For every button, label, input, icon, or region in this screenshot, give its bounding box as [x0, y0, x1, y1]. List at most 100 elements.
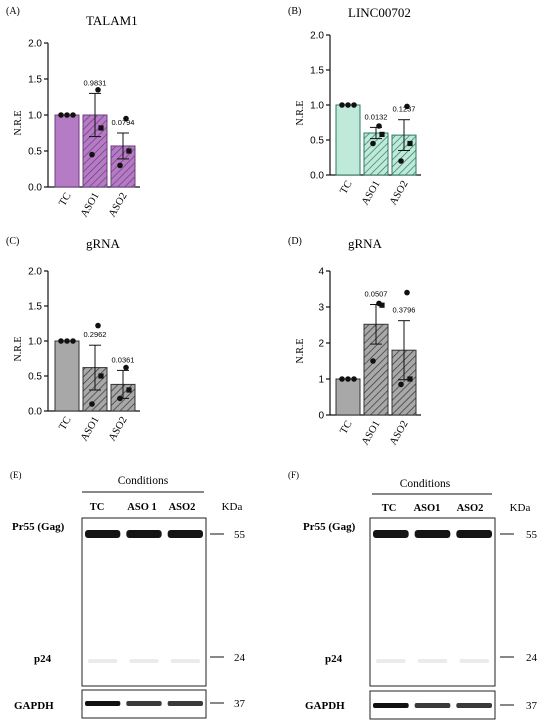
data-point — [126, 387, 132, 393]
band-gapdh — [456, 703, 492, 708]
data-point — [117, 395, 123, 402]
data-point — [379, 302, 385, 308]
p-value-label: 0.9831 — [84, 78, 107, 87]
band-gapdh — [167, 701, 203, 706]
band-gag — [456, 530, 492, 538]
bar-tc — [54, 114, 80, 188]
panel-label: (F) — [288, 470, 299, 480]
data-point — [70, 338, 76, 344]
band-gag — [167, 530, 203, 538]
band-gag — [85, 530, 121, 538]
marker-label-gapdh: 37 — [526, 700, 538, 712]
panel-label: (B) — [288, 6, 301, 17]
data-point — [58, 112, 64, 118]
x-tick-label: ASO1 — [79, 191, 102, 219]
data-point — [123, 364, 129, 371]
data-point — [404, 103, 410, 110]
band-gapdh — [85, 701, 121, 706]
data-point — [98, 125, 104, 131]
data-point — [70, 112, 76, 118]
band-gapdh — [373, 703, 409, 708]
x-tick-label: ASO1 — [360, 179, 383, 207]
data-point — [398, 158, 404, 164]
lane-label: TC — [382, 503, 397, 514]
band-gag — [126, 530, 162, 538]
conditions-label: Conditions — [400, 478, 451, 490]
lane-label: ASO2 — [169, 502, 196, 513]
x-tick-label: TC — [338, 179, 354, 196]
lane-label: ASO 1 — [127, 502, 156, 513]
band-gapdh — [414, 703, 451, 708]
bar-charts: (A) TALAM1 0.0 0.5 1.0 1.5 2.0 N.R.E TC 0.9831 ASO… — [6, 5, 421, 447]
p-value-label: 0.0794 — [112, 118, 135, 127]
y-tick-label: 3 — [318, 303, 324, 314]
y-tick-label: 2.0 — [28, 39, 42, 50]
data-point — [58, 338, 64, 344]
y-tick-label: 2.0 — [310, 31, 324, 42]
data-point — [370, 140, 376, 147]
band-p24 — [88, 659, 118, 663]
x-tick-label: ASO1 — [360, 419, 383, 447]
panel-label: (D) — [288, 236, 302, 247]
chart-title: gRNA — [348, 236, 383, 251]
data-point — [95, 322, 101, 329]
marker-label-gag: 55 — [526, 529, 538, 541]
y-tick-label: 2.0 — [28, 267, 42, 278]
band-p24 — [129, 659, 159, 663]
p-value-label: 0.3796 — [393, 306, 416, 315]
chart-panel-3: (D) gRNA 0 1 2 3 4 N.R.E TC 0.0507 ASO1 0.3796 ASO2 — [288, 236, 421, 447]
data-point — [89, 401, 95, 407]
chart-panel-1: (B) LINC00702 0.0 0.5 1.0 1.5 2.0 N.R.E TC 0.0132… — [288, 5, 421, 207]
x-tick-label: TC — [57, 191, 73, 208]
conditions-label: Conditions — [118, 475, 169, 487]
data-point — [345, 102, 351, 108]
data-point — [64, 338, 70, 344]
band-p24 — [376, 659, 406, 663]
kda-label: KDa — [510, 502, 531, 514]
p-value-label: 0.0507 — [365, 289, 388, 298]
y-axis-label: N.R.E — [13, 337, 24, 362]
x-tick-label: TC — [57, 415, 73, 432]
lane-label: ASO2 — [457, 503, 484, 514]
blot-panel-1: (F) Conditions TC ASO1 ASO2 KDa Pr55 (Gag) p24 G… — [288, 470, 538, 720]
row-label-gapdh: GAPDH — [14, 700, 54, 712]
y-tick-label: 1 — [318, 375, 324, 386]
y-tick-label: 4 — [318, 267, 324, 278]
row-label-gag: Pr55 (Gag) — [12, 521, 65, 533]
data-point — [376, 123, 382, 129]
p-value-label: 0.1237 — [393, 105, 416, 114]
y-tick-label: 0.0 — [28, 407, 42, 418]
panel-label: (A) — [6, 6, 20, 17]
panel-label: (E) — [10, 470, 22, 480]
bar-tc — [335, 378, 361, 416]
membrane-main — [81, 517, 207, 687]
data-point — [339, 102, 345, 108]
western-blots: (E) Conditions TC ASO 1 ASO2 KDa Pr55 (Gag) p24… — [10, 470, 538, 720]
y-axis-label: N.R.E — [295, 101, 306, 126]
y-tick-label: 1.5 — [28, 302, 42, 313]
bar-aso1 — [363, 132, 389, 176]
data-point — [123, 115, 129, 122]
chart-panel-2: (C) gRNA 0.0 0.5 1.0 1.5 2.0 N.R.E TC 0.2962 ASO1 0… — [6, 236, 140, 443]
x-tick-label: ASO1 — [79, 415, 102, 443]
band-gag — [373, 530, 409, 538]
data-point — [64, 112, 70, 118]
band-p24 — [459, 659, 489, 663]
bar-tc — [335, 104, 361, 176]
x-tick-label: ASO2 — [107, 415, 130, 443]
band-p24 — [170, 659, 200, 663]
data-point — [89, 151, 95, 158]
lane-label: ASO1 — [414, 503, 441, 514]
data-point — [404, 289, 410, 296]
chart-title: gRNA — [86, 236, 121, 251]
y-tick-label: 0.0 — [310, 171, 324, 182]
data-point — [407, 140, 413, 147]
y-tick-label: 0.5 — [310, 136, 324, 147]
y-tick-label: 0.5 — [28, 147, 42, 158]
p-value-label: 0.2962 — [84, 330, 107, 339]
marker-label-p24: 24 — [526, 652, 538, 664]
y-tick-label: 1.5 — [28, 75, 42, 86]
data-point — [351, 376, 357, 382]
x-tick-label: TC — [338, 419, 354, 436]
x-tick-label: ASO2 — [107, 191, 130, 219]
